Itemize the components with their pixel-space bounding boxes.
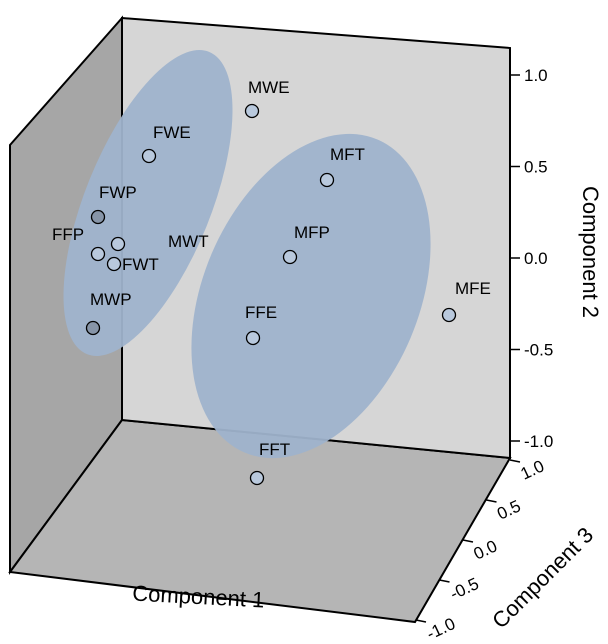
z-tick-mark	[509, 459, 521, 463]
z-tick-mark	[462, 539, 474, 543]
z-tick-mark	[439, 579, 450, 583]
z-tick-label: -0.5	[447, 574, 482, 604]
point-label-mwt: MWT	[168, 232, 209, 251]
point-label-fwp: FWP	[99, 183, 137, 202]
z-tick-label: -1.0	[424, 614, 459, 644]
y-tick-label: 1.0	[524, 66, 548, 85]
group-ellipse-1	[63, 50, 233, 356]
point-label-ffe: FFE	[245, 303, 277, 322]
z-tick-label: 0.5	[494, 496, 523, 523]
y-tick-label: 0.0	[524, 249, 548, 268]
data-point-mwe	[244, 103, 260, 119]
z-tick-mark	[486, 499, 497, 503]
data-point-mft	[319, 172, 335, 188]
z-axis-title: Component 3	[487, 522, 598, 633]
data-point-ffp	[90, 246, 106, 262]
data-point-mfp	[282, 249, 298, 265]
point-label-fwt: FWT	[122, 255, 159, 274]
point-label-mft: MFT	[330, 145, 365, 164]
group-ellipses	[63, 50, 431, 459]
point-label-mfe: MFE	[455, 279, 491, 298]
point-label-fwe: FWE	[153, 123, 191, 142]
data-point-fft	[249, 470, 265, 486]
data-point-ffe	[245, 330, 261, 346]
point-label-fft: FFT	[259, 440, 290, 459]
y-axis-title: Component 2	[578, 186, 603, 318]
y-tick-label: -0.5	[524, 341, 553, 360]
data-point-mwt	[110, 236, 126, 252]
y-tick-label: 0.5	[524, 158, 548, 177]
group-ellipse-2	[191, 133, 431, 459]
data-point-mwp	[85, 320, 101, 336]
data-point-fwe	[141, 148, 157, 164]
z-tick-label: 1.0	[518, 456, 547, 483]
data-point-fwp	[90, 209, 106, 225]
data-point-mfe	[441, 307, 457, 323]
data-points: MWE FWE FWP FFP MWT FWT MWP MFT MFP FFE MFE FFT	[52, 78, 491, 486]
z-tick-label: 0.0	[471, 536, 500, 563]
y-tick-label: -1.0	[524, 432, 553, 451]
point-label-mfp: MFP	[294, 223, 330, 242]
z-tick-mark	[415, 619, 427, 623]
point-label-mwe: MWE	[248, 78, 290, 97]
point-label-mwp: MWP	[90, 290, 132, 309]
y-axis: 1.0 0.5 0.0 -0.5 -1.0	[510, 66, 553, 451]
data-point-fwt	[106, 256, 122, 272]
point-label-ffp: FFP	[52, 225, 84, 244]
